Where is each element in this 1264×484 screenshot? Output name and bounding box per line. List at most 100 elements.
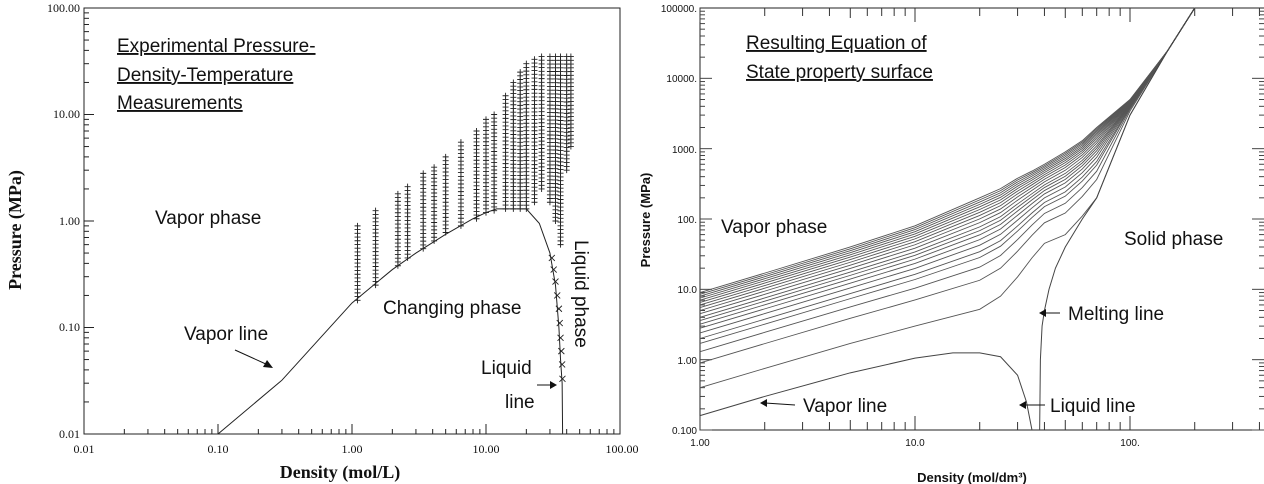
left-xtick-label: 1.00 — [342, 442, 363, 456]
right-x-axis-title: Density (mol/dm³) — [917, 470, 1027, 484]
isotherm-line — [699, 7, 1196, 329]
liquid-point — [558, 347, 565, 355]
measurement-point — [502, 92, 509, 99]
measurement-point — [372, 207, 379, 214]
measurement-point — [523, 60, 530, 67]
left-xtick-label: 10.00 — [473, 442, 500, 456]
saturation-curve — [217, 208, 564, 435]
measurement-point — [567, 53, 574, 60]
isotherm-line — [699, 7, 1196, 364]
liquid-point — [550, 266, 558, 273]
right-axis-ticks — [699, 8, 1264, 431]
right-data — [699, 7, 1196, 431]
liquid-point — [555, 305, 563, 313]
right-ytick-label: 10.0 — [678, 285, 698, 296]
left-ytick-label: 0.01 — [59, 427, 80, 441]
right-y-axis-title: Pressure (MPa) — [638, 173, 653, 268]
measurement-point — [457, 139, 464, 146]
right-ytick-label: 100000. — [661, 4, 697, 15]
liquid-point — [557, 334, 564, 342]
measurement-point — [442, 153, 449, 160]
arrow-icon — [537, 381, 557, 389]
left-title-line: Measurements — [117, 93, 243, 114]
right-ytick-label: 1.00 — [678, 356, 698, 367]
liquid-point — [548, 254, 556, 262]
right-ytick-label: 100. — [678, 215, 697, 226]
left-xtick-label: 0.01 — [74, 442, 95, 456]
isotherm-line — [699, 7, 1196, 321]
liquid-line-label: line — [505, 392, 535, 413]
isotherm-line — [699, 7, 1196, 301]
measurement-point — [473, 127, 480, 134]
liquid-point — [559, 375, 566, 383]
right-xtick-label: 100. — [1120, 438, 1139, 449]
liquid-point — [556, 319, 564, 327]
left-ytick-label: 100.00 — [47, 1, 80, 15]
left-title-line: Experimental Pressure- — [117, 36, 316, 57]
isotherm-line — [699, 7, 1196, 299]
isotherm-line — [699, 7, 1196, 339]
left-x-axis-title: Density (mol/L) — [280, 462, 401, 483]
right-title-line: State property surface — [746, 62, 933, 83]
isotherm-line — [699, 7, 1196, 295]
changing-phase-label: Changing phase — [383, 298, 521, 319]
vapor-phase-label: Vapor phase — [155, 208, 261, 229]
arrow-icon — [234, 349, 273, 368]
measurement-point — [557, 53, 564, 60]
right-xtick-label: 10.0 — [905, 438, 925, 449]
isotherm-line — [699, 7, 1196, 315]
left-ytick-label: 0.10 — [59, 320, 80, 334]
isotherm-line — [699, 7, 1196, 303]
melting-line-label: Melting line — [1068, 304, 1164, 325]
solid-phase-label: Solid phase — [1124, 229, 1223, 250]
liquid-line-label: Liquid line — [1050, 396, 1136, 417]
right-xtick-label: 1.00 — [690, 438, 710, 449]
measurement-point — [538, 53, 545, 60]
measurement-point — [491, 111, 498, 118]
measurement-point — [420, 170, 427, 177]
liquid-point — [558, 361, 566, 368]
isotherm-line — [699, 7, 1196, 318]
arrow-icon — [760, 399, 796, 407]
left-xtick-label: 0.10 — [208, 442, 229, 456]
right-ytick-label: 10000. — [666, 74, 697, 85]
isotherm-line — [699, 7, 1196, 309]
right-ytick-label: 0.100 — [672, 426, 697, 437]
liquid-phase-label: Liquid phase — [570, 240, 591, 348]
measurement-point — [546, 53, 553, 60]
left-ytick-label: 1.00 — [59, 214, 80, 228]
measurement-point — [431, 164, 438, 171]
measurement-point — [354, 222, 361, 229]
measurement-point — [404, 183, 411, 190]
measurement-point — [483, 116, 489, 123]
left-title-line: Density-Temperature — [117, 65, 293, 86]
left-data — [217, 53, 574, 435]
isotherm-line — [699, 7, 1196, 306]
measurement-point — [552, 53, 559, 60]
liquid-point — [552, 278, 559, 285]
isotherm-line — [699, 7, 1196, 293]
vapor-line-label: Vapor line — [803, 396, 887, 417]
arrow-icon — [1039, 309, 1060, 317]
measurement-point — [517, 69, 524, 76]
left-xtick-label: 100.00 — [606, 442, 639, 456]
left-ytick-label: 10.00 — [53, 107, 80, 121]
vapor-phase-label: Vapor phase — [721, 217, 827, 238]
isotherm-line — [699, 7, 1196, 297]
measurement-point — [394, 190, 401, 197]
isotherm-line — [699, 7, 1196, 325]
arrow-icon — [1019, 401, 1045, 409]
left-chart: 0.01 0.10 1.00 10.00 100.00 0.01 0.10 1.… — [5, 1, 639, 483]
liquid-line-label: Liquid — [481, 358, 532, 379]
vapor-liquid-line — [699, 352, 1033, 431]
vapor-line-label: Vapor line — [184, 324, 268, 345]
left-axis-ticks — [83, 12, 615, 435]
right-title-line: Resulting Equation of — [746, 33, 927, 54]
isotherm-line — [699, 7, 1196, 311]
isotherm-line — [699, 7, 1196, 344]
melting-line — [1039, 7, 1196, 431]
isotherm-line — [699, 7, 1196, 353]
left-y-axis-title: Pressure (MPa) — [5, 170, 26, 290]
measurement-point — [510, 79, 517, 86]
